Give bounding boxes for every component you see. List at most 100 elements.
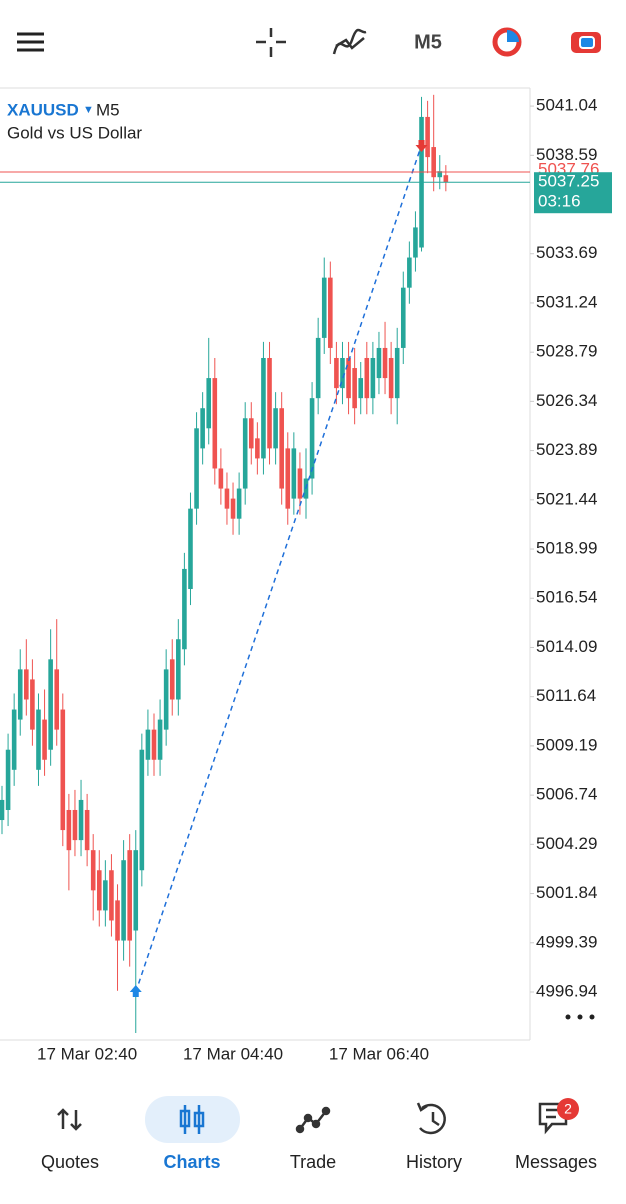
y-tick-label: 4996.94 <box>536 981 597 1000</box>
candle-body <box>0 799 5 821</box>
y-tick-label: 5004.29 <box>536 834 597 853</box>
candle-body <box>394 347 400 399</box>
more-button[interactable] <box>565 1014 595 1020</box>
y-tick-label: 4999.39 <box>536 932 597 951</box>
candle-body <box>200 408 205 449</box>
candle-body <box>437 171 443 178</box>
y-tick-label: 5016.54 <box>536 588 597 607</box>
last-label-box <box>534 172 612 214</box>
candle-body <box>42 719 47 760</box>
candle-body <box>182 568 187 650</box>
candle-body <box>24 669 29 700</box>
candle-body <box>279 408 284 489</box>
candle-body <box>109 870 114 921</box>
candle-body <box>206 378 212 429</box>
badge <box>557 1098 579 1120</box>
symbol-dropdown[interactable]: ▼ <box>83 104 94 116</box>
y-tick-label: 5021.44 <box>536 489 597 508</box>
candle-body <box>267 357 272 449</box>
candle-body <box>376 347 382 379</box>
candle-body <box>425 116 430 158</box>
candle-body <box>48 659 53 750</box>
y-tick-label: 5001.84 <box>536 883 597 902</box>
trade-panel-button[interactable] <box>571 32 601 53</box>
candle-body <box>163 669 169 730</box>
chart-frame <box>0 87 531 1041</box>
quotes-icon <box>57 1108 82 1131</box>
candle-body <box>84 809 90 851</box>
x-tick-label: 17 Mar 06:40 <box>329 1044 429 1063</box>
candle-body <box>364 357 370 399</box>
candle-body <box>315 337 321 399</box>
symbol-description: Gold vs US Dollar <box>7 123 142 142</box>
menu-button[interactable] <box>17 32 44 52</box>
candle-body <box>157 719 163 760</box>
candle-body <box>242 418 248 489</box>
candle-body <box>5 749 11 810</box>
x-tick-label: 17 Mar 02:40 <box>37 1044 137 1063</box>
candle-body <box>127 850 132 941</box>
candle-body <box>176 639 181 700</box>
crosshair-button[interactable] <box>256 28 286 57</box>
history-icon <box>416 1102 446 1135</box>
candle-body <box>78 799 84 841</box>
y-tick-label: 5006.74 <box>536 785 597 804</box>
y-tick-label: 5014.09 <box>536 637 597 656</box>
messages-badge: 2 <box>564 1101 572 1117</box>
candle-body <box>96 870 102 911</box>
candle-body <box>121 860 126 941</box>
candle-body <box>11 709 17 770</box>
candle-body <box>248 418 254 449</box>
last-label: 5037.25 <box>538 172 599 191</box>
candle-body <box>54 669 60 730</box>
buy-arrow <box>129 984 142 997</box>
candle-body <box>297 468 303 499</box>
candle-body <box>407 257 412 288</box>
candle-body <box>236 488 242 519</box>
symbol[interactable]: XAUUSD <box>7 100 79 119</box>
one-click-trading-button[interactable] <box>492 27 522 57</box>
trade-line <box>135 144 423 993</box>
nav-history[interactable]: History <box>406 1152 462 1172</box>
candle-body <box>400 287 406 348</box>
candle-body <box>194 428 199 509</box>
candle-body <box>145 729 151 760</box>
candle-body <box>413 227 418 258</box>
trade-icon <box>295 1106 331 1134</box>
sell-arrow <box>415 140 428 153</box>
y-tick-label: 5026.34 <box>536 391 597 410</box>
y-tick-label: 5011.64 <box>536 686 596 705</box>
nav-trade[interactable]: Trade <box>290 1152 336 1172</box>
y-tick-label: 5033.69 <box>536 243 597 262</box>
candle-body <box>72 809 78 841</box>
candle-body <box>60 709 66 831</box>
candle-body <box>291 448 297 499</box>
charts-icon <box>179 1105 205 1134</box>
candle-body <box>443 175 449 183</box>
nav-charts[interactable]: Charts <box>163 1152 220 1172</box>
candle-body <box>188 508 193 590</box>
candle-body <box>321 277 327 338</box>
candle-body <box>30 679 35 730</box>
bar-timer: 03:16 <box>538 192 581 211</box>
indicators-button[interactable] <box>332 28 367 55</box>
candle-body <box>388 357 394 399</box>
candle-body <box>115 900 120 941</box>
nav-messages[interactable]: Messages <box>515 1152 597 1172</box>
y-tick-label: 5023.89 <box>536 440 597 459</box>
candle-body <box>230 498 236 519</box>
y-tick-label: 5028.79 <box>536 342 597 361</box>
plot: 5041.04 5038.59 5033.69 5031.24 5028.79 5026.… <box>0 94 612 1063</box>
candle-body <box>103 880 108 911</box>
candle-body <box>370 357 376 399</box>
candle-body <box>66 809 72 851</box>
y-tick-label: 5038.59 <box>536 145 597 164</box>
candle-body <box>212 378 218 469</box>
candle-body <box>90 850 96 891</box>
candle-body <box>382 347 388 379</box>
timeframe-button[interactable]: M5 <box>414 31 442 53</box>
candle-body <box>328 277 333 348</box>
candle-body <box>285 448 291 509</box>
candle-body <box>17 669 23 720</box>
nav-quotes[interactable]: Quotes <box>41 1152 99 1172</box>
